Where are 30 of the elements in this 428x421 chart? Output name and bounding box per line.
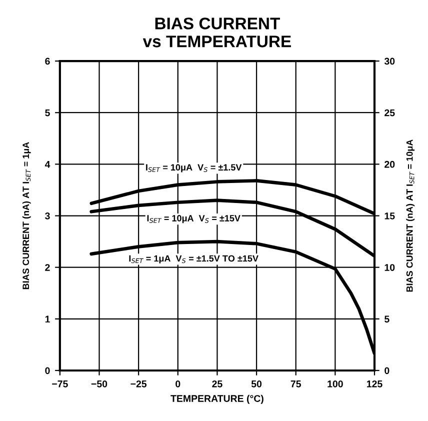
y2-tick-label: 10 bbox=[384, 264, 395, 271]
x-tick-label: 75 bbox=[290, 380, 301, 388]
x-tick-label: 100 bbox=[328, 380, 343, 388]
x-tick-label: −50 bbox=[91, 380, 108, 388]
y-tick-label: 2 bbox=[45, 264, 50, 271]
y2-axis-title: BIAS CURRENT (nA) AT I$_{SET}$ = 10μA bbox=[406, 140, 415, 292]
y2-tick-label: 30 bbox=[384, 58, 395, 65]
chart-title: BIAS CURRENT vs TEMPERATURE bbox=[142, 18, 291, 48]
x-tick-label: 50 bbox=[251, 380, 262, 388]
y2-tick-label: 0 bbox=[384, 367, 390, 374]
x-tick-label: 25 bbox=[212, 380, 222, 388]
y-tick-label: 5 bbox=[45, 109, 50, 116]
series-label: I$_{SET}$ = 1μA V$_{S}$ = ±1.5V TO ±15V bbox=[129, 255, 258, 264]
y-tick-label: 4 bbox=[44, 161, 50, 168]
x-axis-title: TEMPERATURE (°C) bbox=[170, 394, 264, 404]
y2-tick-label: 20 bbox=[384, 160, 395, 168]
x-tick-label: −25 bbox=[130, 380, 147, 388]
y2-tick-label: 15 bbox=[384, 212, 395, 220]
y-tick-label: 1 bbox=[45, 316, 50, 322]
y-tick-label: 0 bbox=[45, 367, 50, 374]
x-tick-label: 0 bbox=[176, 380, 180, 388]
x-tick-label: 125 bbox=[367, 380, 382, 388]
y2-tick-label: 25 bbox=[384, 109, 395, 116]
y2-tick-label: 5 bbox=[384, 316, 390, 323]
y-tick-label: 3 bbox=[45, 212, 50, 220]
series-label: I$_{SET}$ = 10μA V$_{S}$ = ±1.5V bbox=[146, 164, 242, 172]
y-tick-label: 6 bbox=[45, 58, 50, 65]
y-axis-title: BIAS CURRENT (nA) AT I$_{SET}$ = 1μA bbox=[22, 142, 31, 290]
series-label: I$_{SET}$ = 10μA V$_{S}$ = ±15V bbox=[147, 215, 240, 224]
x-tick-label: −75 bbox=[52, 380, 68, 388]
